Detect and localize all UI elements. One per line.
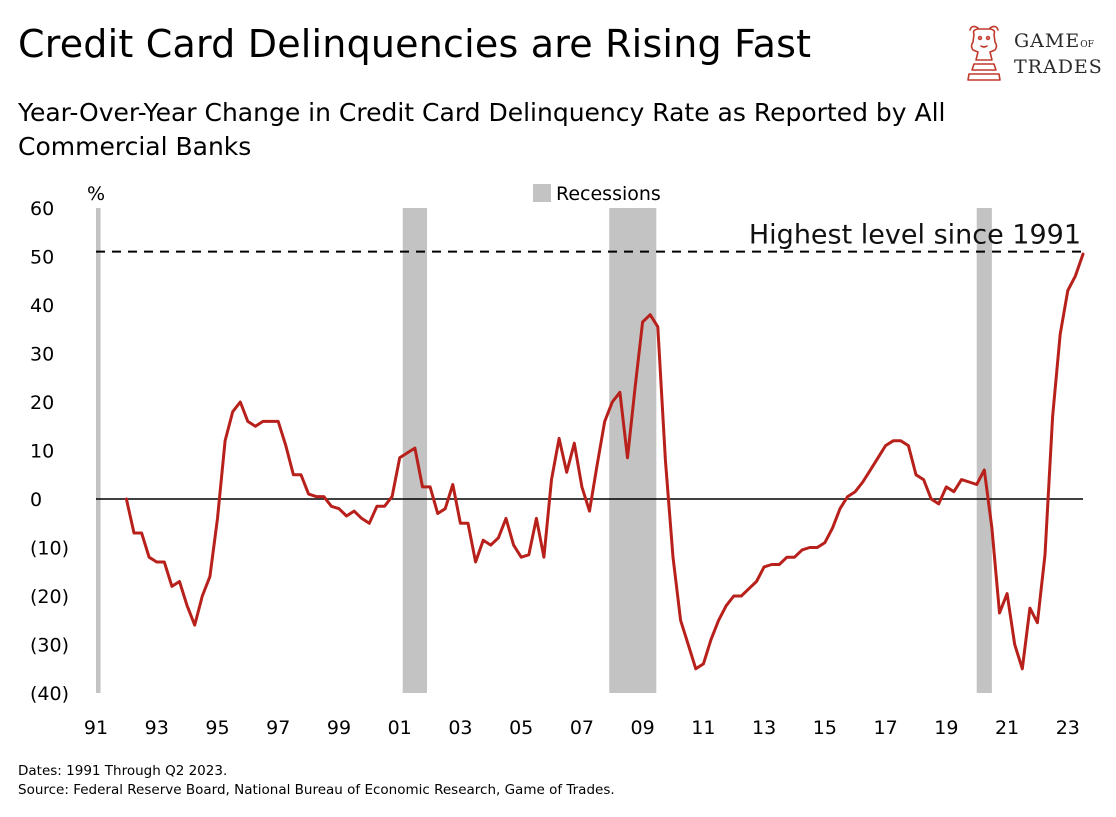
x-tick-label: 05 xyxy=(509,717,533,739)
footer-source: Source: Federal Reserve Board, National … xyxy=(18,782,615,798)
recession-band-3 xyxy=(976,208,992,693)
x-tick-label: 01 xyxy=(388,717,412,739)
y-tick-label: (20) xyxy=(30,586,69,608)
x-tick-label: 13 xyxy=(752,717,776,739)
bull-chess-knight-icon xyxy=(967,25,1001,81)
logo-wordmark: GAMEOF TRADES xyxy=(1014,30,1103,78)
x-tick-label: 93 xyxy=(145,717,169,739)
chart: Highest level since 1991 60 50 40 30 20 10 0 (10… xyxy=(30,183,1085,739)
x-tick-label: 15 xyxy=(813,717,837,739)
x-tick-label: 17 xyxy=(874,717,898,739)
x-tick-label: 99 xyxy=(327,717,351,739)
recession-band-2 xyxy=(609,208,657,693)
highest-level-annotation: Highest level since 1991 xyxy=(749,220,1081,251)
y-tick-label: (10) xyxy=(30,538,69,560)
x-tick-label: 07 xyxy=(570,717,594,739)
x-tick-label: 21 xyxy=(995,717,1019,739)
x-tick-label: 11 xyxy=(691,717,715,739)
y-tick-label: 40 xyxy=(30,295,54,317)
game-of-trades-logo: GAMEOF TRADES xyxy=(962,20,1102,90)
logo-word-trades: TRADES xyxy=(1014,56,1103,78)
y-tick-label: 50 xyxy=(30,247,54,269)
legend-swatch-recessions xyxy=(533,184,551,202)
y-tick-label: (30) xyxy=(30,635,69,657)
y-tick-label: 60 xyxy=(30,198,54,220)
y-axis-label: % xyxy=(87,183,105,205)
x-tick-label: 91 xyxy=(84,717,108,739)
logo-word-of: OF xyxy=(1080,40,1094,50)
footer-dates: Dates: 1991 Through Q2 2023. xyxy=(18,763,228,779)
page-title: Credit Card Delinquencies are Rising Fas… xyxy=(18,22,812,66)
logo-word-game: GAME xyxy=(1014,30,1081,52)
x-tick-label: 09 xyxy=(631,717,655,739)
footer: Dates: 1991 Through Q2 2023. Source: Fed… xyxy=(18,762,615,800)
y-tick-label: (40) xyxy=(30,683,69,705)
delinquency-yoy-line xyxy=(124,252,1085,671)
y-tick-label: 10 xyxy=(30,441,54,463)
y-tick-label: 0 xyxy=(30,489,42,511)
y-tick-label: 20 xyxy=(30,392,54,414)
legend-label-recessions: Recessions xyxy=(556,183,661,205)
recession-band-0 xyxy=(96,208,101,693)
x-tick-label: 23 xyxy=(1056,717,1080,739)
x-tick-label: 03 xyxy=(448,717,472,739)
x-tick-label: 19 xyxy=(934,717,958,739)
x-tick-label: 97 xyxy=(266,717,290,739)
y-tick-label: 30 xyxy=(30,344,54,366)
x-tick-label: 95 xyxy=(205,717,229,739)
page-subtitle: Year-Over-Year Change in Credit Card Del… xyxy=(18,98,946,161)
